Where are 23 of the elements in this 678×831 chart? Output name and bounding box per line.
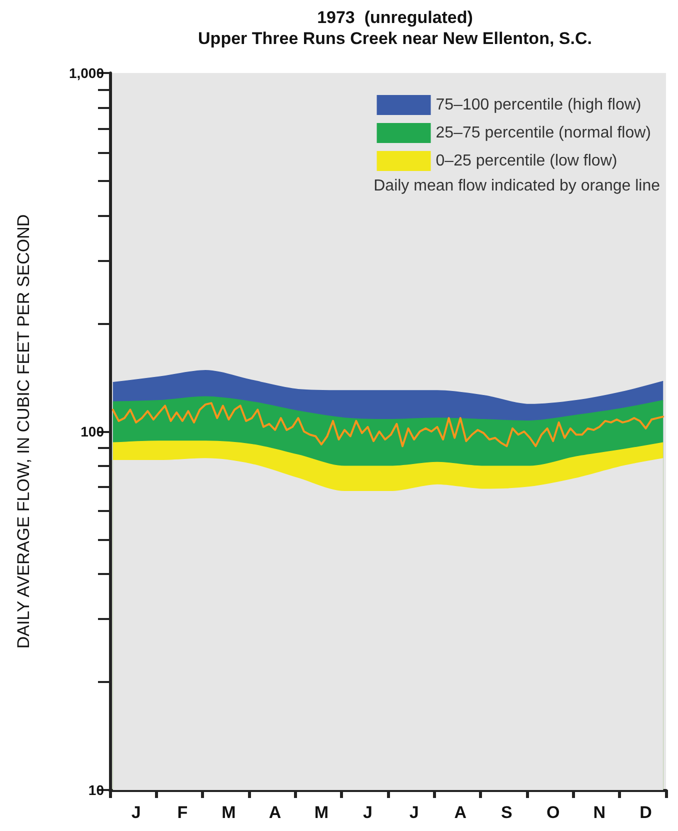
x-tick-label: A (268, 803, 282, 822)
x-tick-label: J (409, 803, 419, 822)
annotation: Daily mean flow indicated by orange line (374, 178, 660, 194)
y-tick-label: 10 (88, 782, 104, 798)
legend-label: 25–75 percentile (normal flow) (436, 124, 651, 142)
chart-title: 1973 (unregulated) (317, 8, 473, 27)
x-tick-label: O (546, 803, 560, 822)
x-tick-label: N (593, 803, 606, 822)
x-tick-label: A (454, 803, 467, 822)
chart-subtitle: Upper Three Runs Creek near New Ellenton, S.C. (198, 29, 592, 48)
x-tick-label: F (177, 803, 188, 822)
x-tick-label: M (222, 803, 236, 822)
x-tick-label: D (640, 803, 652, 822)
y-tick-label: 100 (80, 424, 104, 440)
x-tick-label: S (501, 803, 512, 822)
x-tick-label: J (362, 803, 372, 822)
line-series (112, 402, 664, 448)
legend-label: 0–25 percentile (low flow) (436, 152, 618, 170)
x-tick-label: J (131, 803, 141, 822)
x-tick-label: M (314, 803, 328, 822)
y-axis-title: DAILY AVERAGE FLOW, IN CUBIC FEET PER SECOND (14, 214, 33, 649)
legend-label: 75–100 percentile (high flow) (436, 96, 642, 114)
y-tick-label: 1,000 (68, 65, 104, 81)
